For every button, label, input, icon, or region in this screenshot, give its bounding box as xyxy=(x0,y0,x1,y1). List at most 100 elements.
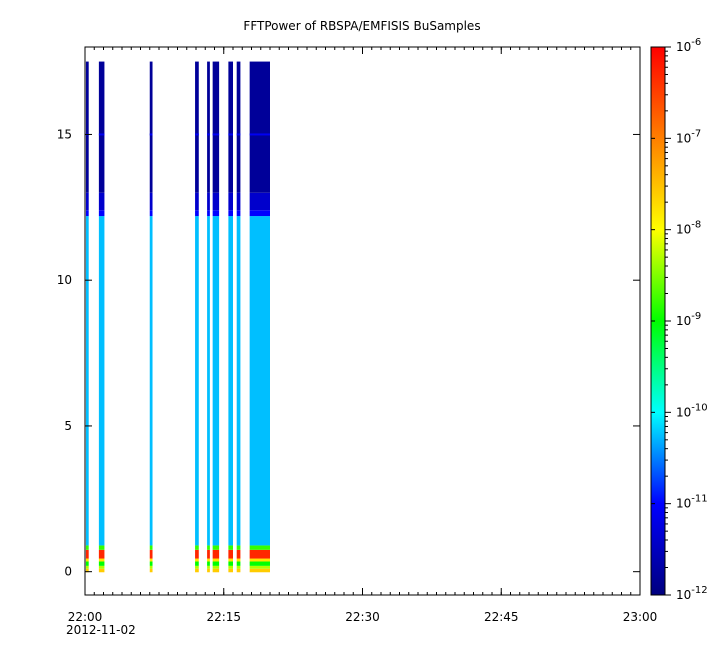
colorbar-tick-mantissa: 10 xyxy=(676,131,691,145)
line-feature-cell xyxy=(98,133,105,136)
spectrum-cell xyxy=(195,545,199,550)
data-interval-6 xyxy=(212,61,220,573)
spectrum-cell xyxy=(212,545,220,550)
colorbar-tick-exponent: -6 xyxy=(691,37,701,48)
spectrum-cell xyxy=(195,565,199,569)
y-axis: 0 5 10 15 xyxy=(57,127,640,579)
colorbar-tick-label: 10-11 xyxy=(676,494,708,511)
spectrum-cell xyxy=(236,61,241,193)
spectrum-cell xyxy=(249,545,270,550)
spectrum-cell xyxy=(207,568,210,573)
spectrum-cell xyxy=(149,210,153,217)
spectrum-cell xyxy=(249,192,270,211)
spectrum-cell xyxy=(85,216,89,546)
spectrum-cell xyxy=(195,549,199,559)
spectrum-cell xyxy=(212,216,220,546)
spectrum-cell xyxy=(149,545,153,550)
spectrum-cell xyxy=(207,565,210,569)
spectrum-cell xyxy=(212,561,220,566)
data-interval-4 xyxy=(195,61,199,573)
spectrum-cell xyxy=(98,545,105,550)
spectrum-cell xyxy=(149,216,153,546)
spectrum-cell xyxy=(236,568,241,573)
spectrum-cell xyxy=(212,565,220,569)
colorbar-tick-mantissa: 10 xyxy=(676,40,691,54)
colorbar-tick-mantissa: 10 xyxy=(676,405,691,419)
x-axis: 22:00 22:15 22:30 22:45 23:00 xyxy=(68,47,658,624)
spectrum-cell xyxy=(98,565,105,569)
spectrum-cell xyxy=(207,61,210,193)
colorbar-tick-label: 10-7 xyxy=(676,128,701,145)
spectrum-cell xyxy=(212,61,220,193)
spectrum-cell xyxy=(207,561,210,566)
spectrum-cell xyxy=(236,549,241,559)
x-axis-date-label: 2012-11-02 xyxy=(66,623,136,637)
line-feature-cell xyxy=(228,133,233,136)
colorbar-tick-mantissa: 10 xyxy=(676,314,691,328)
spectrum-cell xyxy=(85,61,89,193)
x-tick-label: 22:15 xyxy=(206,610,241,624)
spectrum-cell xyxy=(212,210,220,217)
x-tick-label: 22:00 xyxy=(68,610,103,624)
spectrum-cell xyxy=(249,558,270,562)
x-tick-label: 22:30 xyxy=(345,610,380,624)
spectrum-cell xyxy=(85,565,89,569)
data-interval-8 xyxy=(236,61,241,573)
spectrum-cell xyxy=(236,545,241,550)
spectrum-cell xyxy=(228,192,233,211)
data-interval-1 xyxy=(85,61,89,573)
colorbar-tick-label: 10-8 xyxy=(676,220,701,237)
spectrum-cell xyxy=(85,558,89,562)
line-feature-cell xyxy=(249,133,270,136)
data-interval-7 xyxy=(228,61,233,573)
spectrum-cell xyxy=(249,210,270,217)
spectrum-cell xyxy=(249,216,270,546)
spectrum-cell xyxy=(207,545,210,550)
spectrum-cell xyxy=(98,549,105,559)
spectrum-cell xyxy=(85,549,89,559)
spectrum-cell xyxy=(228,545,233,550)
spectrum-cell xyxy=(249,561,270,566)
colorbar-tick-label: 10-9 xyxy=(676,311,701,328)
spectrum-cell xyxy=(207,558,210,562)
colorbar-tick-mantissa: 10 xyxy=(676,223,691,237)
spectrum-cell xyxy=(98,192,105,211)
data-interval-3 xyxy=(149,61,153,573)
spectrum-cell xyxy=(207,216,210,546)
spectrum-cell xyxy=(98,61,105,193)
line-feature-cell xyxy=(207,133,210,136)
y-tick-label: 0 xyxy=(64,565,72,579)
spectrum-cell xyxy=(228,216,233,546)
spectrum-cell xyxy=(98,210,105,217)
colorbar-tick-exponent: -12 xyxy=(691,585,707,596)
colorbar-tick-exponent: -8 xyxy=(691,220,701,231)
spectrum-cell xyxy=(228,561,233,566)
plot-area xyxy=(85,47,640,595)
spectrum-cell xyxy=(98,216,105,546)
y-tick-label: 15 xyxy=(57,127,72,141)
spectrum-cell xyxy=(149,561,153,566)
colorbar-tick-label: 10-10 xyxy=(676,402,708,419)
spectrum-cell xyxy=(207,192,210,211)
spectrum-cell xyxy=(207,210,210,217)
spectrum-cell xyxy=(212,568,220,573)
colorbar-tick-exponent: -9 xyxy=(691,311,701,322)
spectrum-cell xyxy=(195,561,199,566)
chart-title: FFTPower of RBSPA/EMFISIS BuSamples xyxy=(243,19,480,33)
line-feature-cell xyxy=(149,133,153,136)
spectrum-cell xyxy=(228,565,233,569)
spectrum-cell xyxy=(195,61,199,193)
spectrum-cell xyxy=(236,565,241,569)
colorbar-tick-mantissa: 10 xyxy=(676,497,691,511)
x-tick-label: 23:00 xyxy=(623,610,658,624)
spectrum-cell xyxy=(228,549,233,559)
spectrum-cell xyxy=(249,61,270,193)
spectrum-cell xyxy=(236,192,241,211)
data-interval-2 xyxy=(98,61,105,573)
colorbar-tick-label: 10-12 xyxy=(676,585,708,602)
y-tick-label: 5 xyxy=(64,419,72,433)
colorbar-tick-label: 10-6 xyxy=(676,37,701,54)
spectrum-cell xyxy=(98,558,105,562)
